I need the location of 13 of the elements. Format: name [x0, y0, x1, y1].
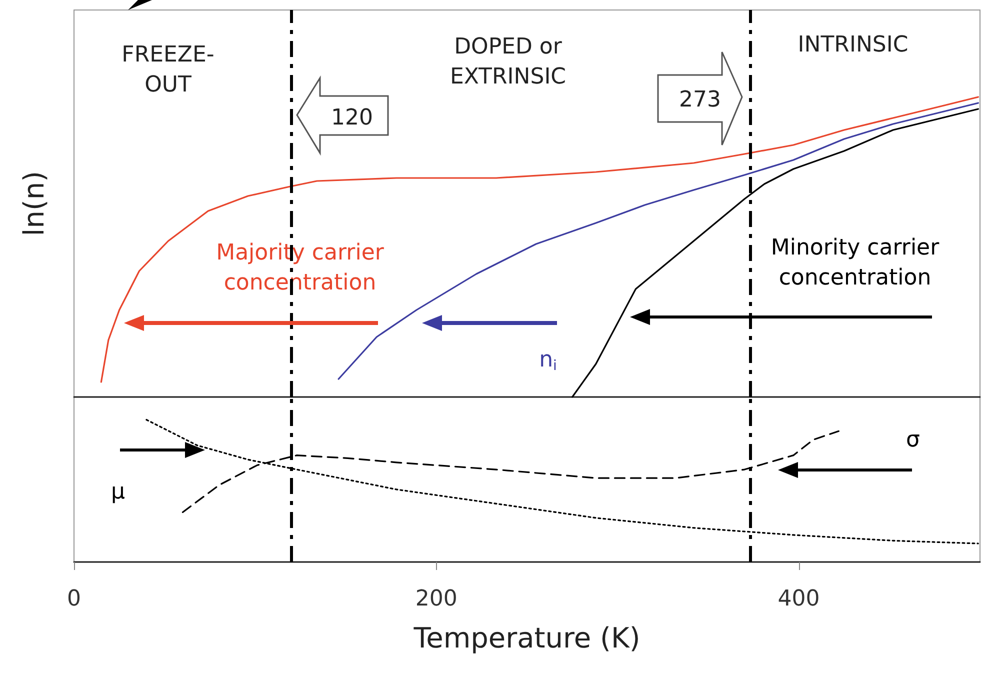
text: DOPED or EXTRINSIC — [450, 34, 566, 90]
annotation: 120 — [331, 106, 373, 130]
x-tick-label: 0 — [67, 586, 81, 612]
x-axis-title: Temperature (K) — [412, 622, 640, 654]
text: Minority carrier concentration — [770, 236, 940, 290]
text: INTRINSIC — [798, 32, 908, 58]
annotation: 273 — [679, 88, 721, 112]
text: μ — [111, 480, 125, 504]
x-tick-label: 200 — [415, 586, 458, 612]
y-axis-title: ln(n) — [18, 170, 50, 236]
text: σ — [906, 428, 920, 452]
x-tick-label: 400 — [778, 586, 820, 612]
annotation: FREEZE- OUT — [122, 42, 214, 98]
